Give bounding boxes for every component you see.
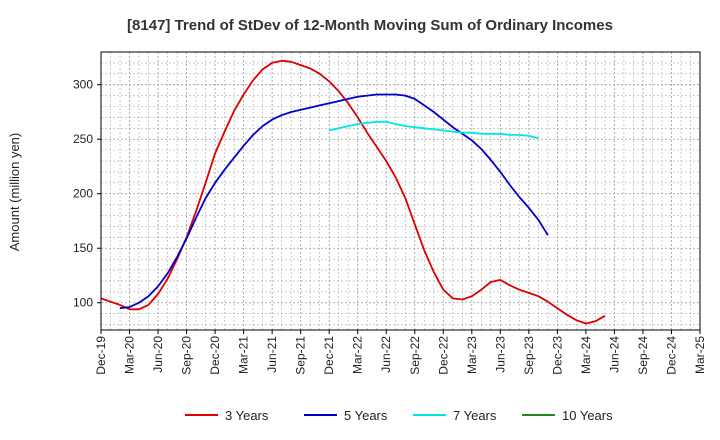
plot-frame: [100, 51, 701, 331]
x-tick-label: Dec-24: [664, 336, 678, 375]
legend-label-10-years: 10 Years: [562, 408, 613, 423]
legend-label-3-years: 3 Years: [225, 408, 269, 423]
legend-label-7-years: 7 Years: [453, 408, 497, 423]
x-tick-label: Dec-20: [208, 336, 222, 375]
y-tick-label: 150: [73, 241, 93, 255]
x-tick-label: Dec-19: [94, 336, 108, 375]
y-axis-ticks: 100 150 200 250 300: [73, 78, 101, 310]
x-tick-label: Jun-24: [607, 336, 621, 373]
x-tick-label: Dec-23: [550, 336, 564, 375]
grid: [100, 51, 701, 330]
x-tick-label: Sep-21: [294, 336, 308, 375]
x-tick-label: Mar-25: [693, 336, 707, 374]
x-tick-label: Jun-23: [493, 336, 507, 373]
x-tick-label: Mar-22: [351, 336, 365, 374]
x-tick-label: Dec-21: [322, 336, 336, 375]
legend-label-5-years: 5 Years: [344, 408, 388, 423]
x-tick-label: Mar-21: [237, 336, 251, 374]
x-tick-label: Mar-24: [579, 336, 593, 374]
x-tick-label: Mar-20: [123, 336, 137, 374]
x-tick-label: Sep-20: [180, 336, 194, 375]
x-tick-label: Sep-22: [408, 336, 422, 375]
series-line-3-years: [100, 59, 606, 325]
x-tick-label: Jun-22: [379, 336, 393, 373]
x-tick-label: Dec-22: [436, 336, 450, 375]
series-line-5-years: [119, 93, 549, 310]
y-tick-label: 200: [73, 187, 93, 201]
x-tick-label: Sep-24: [636, 336, 650, 375]
y-tick-label: 100: [73, 296, 93, 310]
x-tick-label: Jun-21: [265, 336, 279, 373]
series-lines: [100, 59, 606, 325]
x-tick-label: Sep-23: [522, 336, 536, 375]
y-tick-label: 250: [73, 132, 93, 146]
legend: 3 Years 5 Years 7 Years 10 Years: [185, 408, 613, 423]
x-tick-label: Jun-20: [151, 336, 165, 373]
x-axis-ticks: Dec-19 Mar-20 Jun-20 Sep-20 Dec-20 Mar-21 Jun-…: [94, 330, 707, 375]
y-tick-label: 300: [73, 78, 93, 92]
x-tick-label: Mar-23: [465, 336, 479, 374]
series-line-7-years: [328, 120, 539, 139]
y-axis-label: Amount (million yen): [7, 133, 22, 252]
chart-title: [8147] Trend of StDev of 12-Month Moving…: [127, 17, 613, 34]
